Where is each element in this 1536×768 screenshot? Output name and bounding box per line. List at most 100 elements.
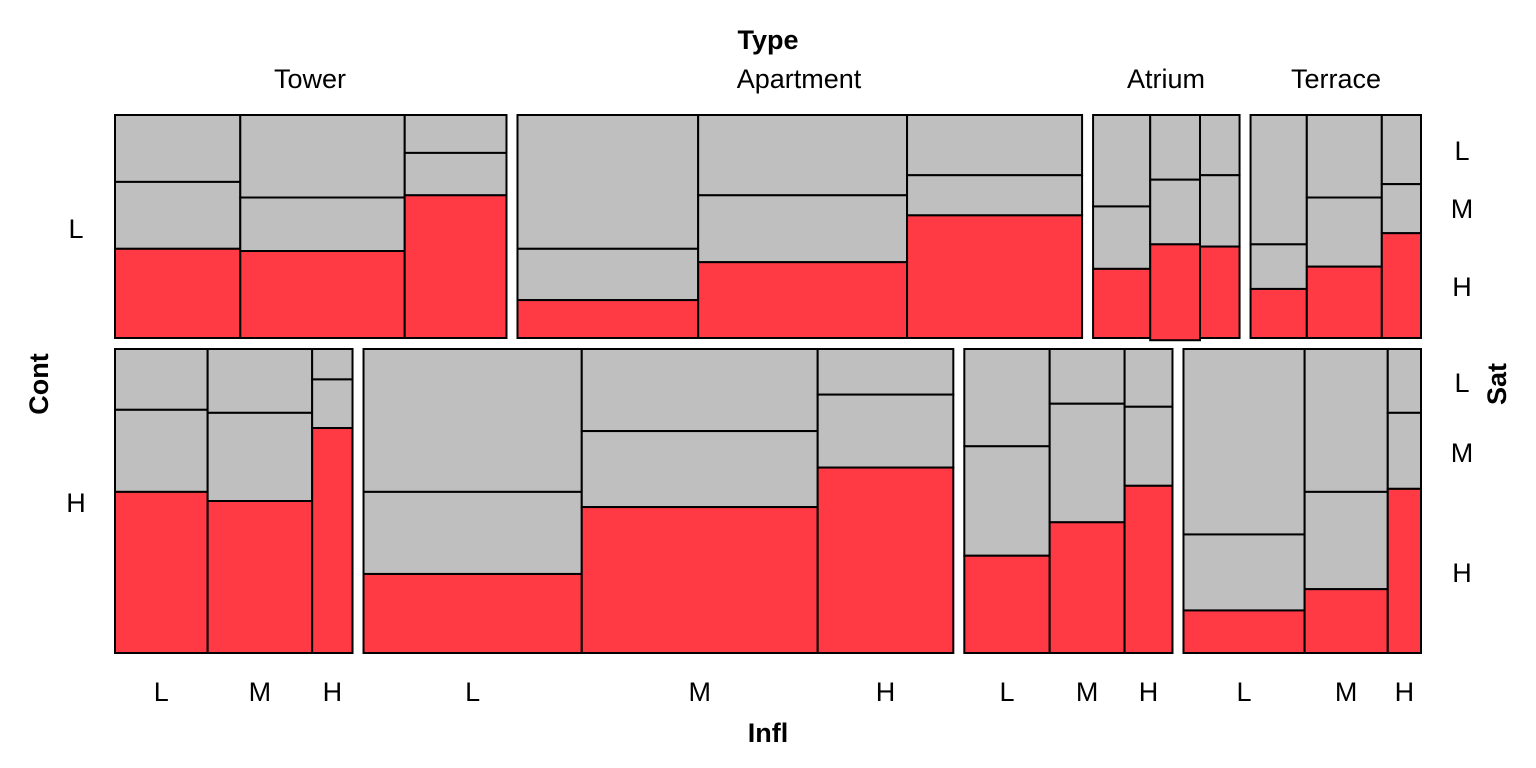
cell-atrium-cont-h-infl-h-sat-l	[1123, 348, 1174, 408]
sat-label-m-bottom: M	[1451, 438, 1474, 468]
cell-apartment-cont-h-infl-m-sat-m	[580, 430, 819, 509]
cell-atrium-cont-h-infl-l-sat-h	[963, 554, 1051, 654]
cell-apartment-cont-h-infl-m-sat-h	[580, 506, 819, 654]
mosaic-cells	[114, 114, 1422, 655]
sat-label-h-top: H	[1452, 272, 1472, 302]
cell-tower-cont-h-infl-m-sat-h	[206, 500, 314, 654]
cell-atrium-cont-h-infl-h-sat-m	[1123, 405, 1174, 487]
cell-apartment-cont-l-infl-l-sat-h	[516, 299, 700, 339]
cell-terrace-cont-l-infl-m-sat-h	[1305, 265, 1383, 340]
cell-tower-cont-h-infl-m-sat-m	[206, 411, 314, 502]
cell-atrium-cont-l-infl-l-sat-m	[1092, 205, 1152, 270]
sat-label-l-bottom: L	[1454, 368, 1469, 398]
cell-terrace-cont-l-infl-l-sat-l	[1249, 114, 1308, 246]
sat-label-m-top: M	[1451, 194, 1474, 224]
cell-apartment-cont-h-infl-h-sat-l	[816, 348, 955, 396]
cont-axis-label: Cont	[24, 353, 54, 414]
cell-atrium-cont-h-infl-m-sat-h	[1048, 521, 1126, 655]
cell-terrace-cont-l-infl-m-sat-m	[1305, 196, 1383, 268]
cell-terrace-cont-l-infl-l-sat-m	[1249, 243, 1308, 290]
cell-tower-cont-h-infl-h-sat-l	[311, 348, 354, 381]
cell-atrium-cont-h-infl-h-sat-h	[1123, 484, 1174, 654]
cell-terrace-cont-l-infl-h-sat-l	[1380, 114, 1422, 186]
type-label-terrace: Terrace	[1291, 64, 1381, 94]
cell-apartment-cont-h-infl-h-sat-h	[816, 466, 955, 654]
cell-terrace-cont-h-infl-m-sat-h	[1303, 588, 1389, 654]
infl-tick-terrace-m: M	[1335, 677, 1358, 707]
cell-atrium-cont-l-infl-h-sat-l	[1199, 114, 1241, 177]
cell-tower-cont-l-infl-h-sat-m	[403, 151, 508, 197]
cell-tower-cont-l-infl-m-sat-l	[239, 114, 406, 199]
cell-tower-cont-l-infl-h-sat-h	[403, 194, 508, 339]
infl-tick-atrium-l: L	[999, 677, 1014, 707]
cell-terrace-cont-h-infl-m-sat-l	[1303, 348, 1389, 493]
cell-terrace-cont-h-infl-h-sat-h	[1386, 487, 1422, 654]
infl-tick-atrium-m: M	[1076, 677, 1099, 707]
cell-apartment-cont-h-infl-m-sat-l	[580, 348, 819, 433]
cell-tower-cont-l-infl-l-sat-l	[114, 114, 242, 183]
cell-tower-cont-l-infl-h-sat-l	[403, 114, 508, 154]
cell-apartment-cont-h-infl-l-sat-h	[362, 572, 583, 655]
cell-terrace-cont-h-infl-l-sat-l	[1182, 348, 1306, 536]
cell-terrace-cont-h-infl-h-sat-l	[1386, 348, 1422, 414]
sat-label-h-bottom: H	[1452, 558, 1472, 588]
infl-tick-tower-m: M	[249, 677, 272, 707]
cell-tower-cont-h-infl-l-sat-h	[114, 490, 209, 654]
infl-tick-apartment-l: L	[465, 677, 480, 707]
infl-tick-tower-l: L	[154, 677, 169, 707]
cell-terrace-cont-l-infl-m-sat-l	[1305, 114, 1383, 199]
infl-tick-terrace-l: L	[1237, 677, 1252, 707]
cell-atrium-cont-l-infl-m-sat-l	[1149, 114, 1202, 181]
cell-atrium-cont-l-infl-h-sat-m	[1199, 174, 1241, 248]
cell-apartment-cont-l-infl-l-sat-m	[516, 247, 700, 302]
cell-tower-cont-h-infl-h-sat-h	[311, 427, 354, 655]
cont-label-l: L	[68, 214, 83, 244]
cell-apartment-cont-l-infl-h-sat-h	[906, 214, 1084, 340]
cell-atrium-cont-h-infl-l-sat-m	[963, 445, 1051, 557]
cell-apartment-cont-l-infl-m-sat-h	[697, 261, 909, 339]
infl-tick-tower-h: H	[323, 677, 343, 707]
infl-axis-label: Infl	[748, 718, 789, 748]
cell-apartment-cont-l-infl-l-sat-l	[516, 114, 700, 250]
infl-tick-apartment-h: H	[876, 677, 896, 707]
cell-atrium-cont-l-infl-h-sat-h	[1199, 245, 1241, 340]
cell-atrium-cont-h-infl-m-sat-l	[1048, 348, 1126, 405]
cell-atrium-cont-l-infl-m-sat-h	[1149, 243, 1202, 342]
cell-tower-cont-h-infl-h-sat-m	[311, 378, 354, 430]
cell-terrace-cont-l-infl-l-sat-h	[1249, 287, 1308, 340]
cell-terrace-cont-h-infl-m-sat-m	[1303, 490, 1389, 591]
cell-apartment-cont-l-infl-m-sat-m	[697, 194, 909, 264]
infl-tick-apartment-m: M	[688, 677, 711, 707]
sat-label-l-top: L	[1454, 136, 1469, 166]
cell-tower-cont-h-infl-m-sat-l	[206, 348, 314, 414]
cell-atrium-cont-h-infl-m-sat-m	[1048, 402, 1126, 524]
cell-tower-cont-l-infl-l-sat-h	[114, 247, 242, 339]
cell-tower-cont-h-infl-l-sat-l	[114, 348, 209, 411]
infl-tick-terrace-h: H	[1395, 677, 1415, 707]
type-axis-label: Type	[737, 25, 798, 55]
sat-axis-label: Sat	[1482, 363, 1512, 405]
cell-terrace-cont-h-infl-h-sat-m	[1386, 411, 1422, 490]
type-label-apartment: Apartment	[737, 64, 862, 94]
cell-apartment-cont-h-infl-l-sat-m	[362, 490, 583, 575]
cell-terrace-cont-h-infl-l-sat-h	[1182, 609, 1306, 655]
type-label-atrium: Atrium	[1127, 64, 1205, 94]
cell-terrace-cont-h-infl-l-sat-m	[1182, 533, 1306, 612]
cell-apartment-cont-l-infl-m-sat-l	[697, 114, 909, 197]
infl-tick-atrium-h: H	[1139, 677, 1159, 707]
cell-atrium-cont-h-infl-l-sat-l	[963, 348, 1051, 448]
cell-atrium-cont-l-infl-l-sat-l	[1092, 114, 1152, 208]
cell-terrace-cont-l-infl-h-sat-h	[1380, 232, 1422, 339]
cell-atrium-cont-l-infl-m-sat-m	[1149, 178, 1202, 246]
cont-label-h: H	[66, 488, 86, 518]
cell-apartment-cont-l-infl-h-sat-l	[906, 114, 1084, 177]
cell-apartment-cont-h-infl-h-sat-m	[816, 393, 955, 469]
cell-tower-cont-l-infl-m-sat-m	[239, 196, 406, 253]
cell-terrace-cont-l-infl-h-sat-m	[1380, 183, 1422, 235]
cell-atrium-cont-l-infl-l-sat-h	[1092, 267, 1152, 339]
cell-tower-cont-l-infl-m-sat-h	[239, 250, 406, 339]
cell-tower-cont-h-infl-l-sat-m	[114, 408, 209, 493]
type-label-tower: Tower	[274, 64, 346, 94]
